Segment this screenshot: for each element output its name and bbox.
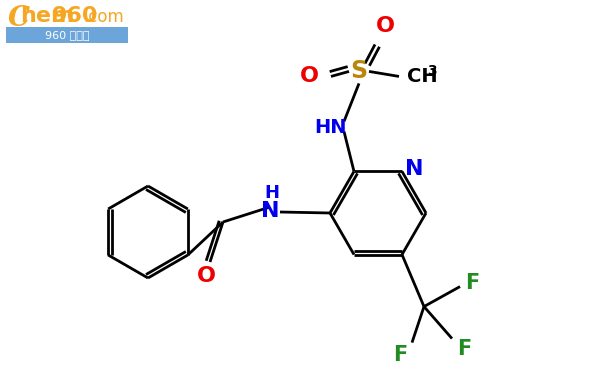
Text: O: O [376, 16, 394, 36]
Text: O: O [197, 266, 215, 286]
Text: C: C [8, 5, 30, 32]
Text: CH: CH [407, 67, 437, 86]
Text: H: H [264, 184, 280, 202]
Text: S: S [350, 59, 368, 83]
Text: HN: HN [314, 118, 346, 137]
Text: hem: hem [20, 6, 74, 26]
Text: O: O [299, 66, 318, 86]
Text: F: F [465, 273, 479, 292]
Text: N: N [261, 201, 280, 221]
Text: N: N [405, 159, 423, 179]
Text: F: F [457, 339, 471, 358]
Text: 960 化工网: 960 化工网 [45, 30, 90, 40]
FancyBboxPatch shape [6, 27, 128, 43]
Text: F: F [393, 345, 407, 364]
Text: .com: .com [83, 8, 124, 26]
Text: 960: 960 [52, 6, 99, 26]
Text: 3: 3 [427, 64, 437, 78]
